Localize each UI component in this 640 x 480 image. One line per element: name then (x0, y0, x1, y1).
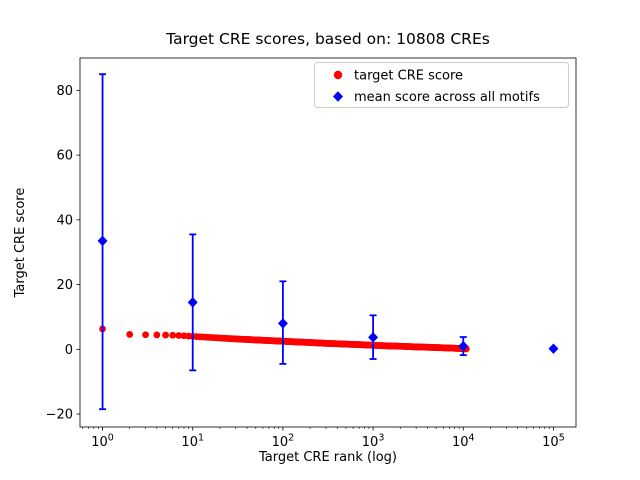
legend-box (314, 62, 569, 108)
chart-title: Target CRE scores, based on: 10808 CREs (165, 30, 490, 48)
red-point (153, 331, 161, 339)
axes: −20 0 20 40 60 80 100 101 102 103 104 105 (46, 84, 565, 450)
legend-marker-circle (333, 70, 343, 80)
x-axis-label: Target CRE rank (log) (258, 450, 397, 465)
legend: target CRE score mean score across all mo… (314, 62, 569, 108)
legend-marker-diamond (333, 91, 343, 102)
red-point (142, 331, 149, 339)
y-tick-label: 20 (56, 278, 73, 293)
red-point (169, 331, 177, 339)
x-tick-label: 102 (272, 433, 295, 451)
y-axis-label: Target CRE score (13, 188, 28, 299)
x-tick-label: 103 (362, 433, 385, 451)
legend-label: mean score across all motifs (354, 90, 540, 105)
x-tick-label: 104 (452, 433, 475, 451)
legend-label: target CRE score (354, 69, 463, 84)
x-tick-label: 105 (542, 433, 565, 451)
y-tick-label: 60 (56, 149, 73, 164)
red-series (99, 325, 470, 353)
blue-diamond (97, 235, 108, 247)
plot-border (79, 57, 577, 428)
blue-diamond (458, 340, 469, 352)
y-tick-label: 80 (56, 84, 73, 99)
x-tick-label: 101 (181, 433, 204, 451)
x-tick-label: 100 (91, 433, 114, 451)
blue-diamond (548, 343, 559, 354)
red-point (162, 331, 169, 339)
red-point (126, 331, 134, 338)
blue-diamond (368, 332, 379, 343)
y-tick-label: 0 (65, 343, 73, 358)
y-tick-label: −20 (46, 408, 73, 423)
blue-diamond (277, 318, 288, 329)
y-tick-label: 40 (56, 213, 73, 228)
blue-series (97, 73, 559, 411)
blue-diamond (187, 297, 198, 308)
plot-area: −20 0 20 40 60 80 100 101 102 103 104 105 (46, 57, 577, 450)
red-point (175, 332, 183, 339)
